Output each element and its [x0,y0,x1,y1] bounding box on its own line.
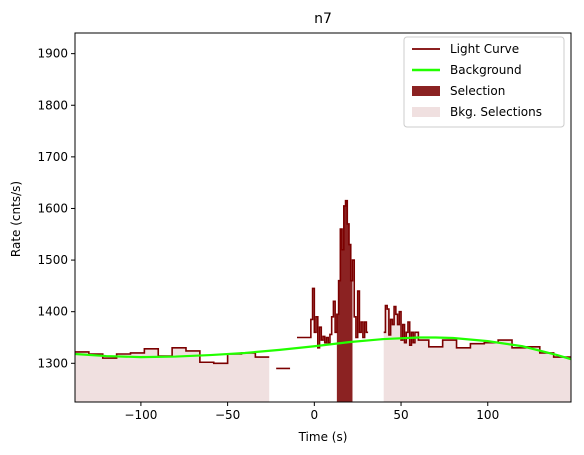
chart-title: n7 [314,11,332,27]
axes-frame [74,32,572,403]
bkg-selection-area [75,347,270,402]
y-axis-label: Rate (cnts/s) [9,181,23,257]
light-curve-segment-2 [296,199,369,349]
x-tick-label: 100 [476,408,499,422]
legend-swatch [412,107,440,117]
plot-area [74,32,572,403]
legend-label: Bkg. Selections [450,105,542,119]
legend-label: Selection [450,84,505,98]
y-tick-label: 1300 [37,356,68,370]
x-tick-label: 0 [311,408,319,422]
y-tick-label: 1400 [37,305,68,319]
x-axis-label: Time (s) [298,430,348,444]
y-tick-label: 1700 [37,150,68,164]
legend-box [403,36,565,128]
axis-ticks: −100 −50 0 50 100 1300 1400 1500 1600 1700 1800 190… [37,47,499,422]
legend-label: Light Curve [450,42,519,56]
y-tick-label: 1500 [37,253,68,267]
bkg-selection-area [383,305,571,402]
y-tick-label: 1600 [37,201,68,215]
x-tick-label: −100 [124,408,157,422]
legend: Light Curve Background Selection Bkg. Selec… [403,36,565,128]
y-tick-label: 1900 [37,47,68,61]
legend-label: Background [450,63,522,77]
x-tick-label: 50 [393,408,408,422]
x-tick-label: −50 [215,408,240,422]
legend-swatch [412,86,440,96]
background-line [75,336,571,361]
y-tick-label: 1800 [37,98,68,112]
